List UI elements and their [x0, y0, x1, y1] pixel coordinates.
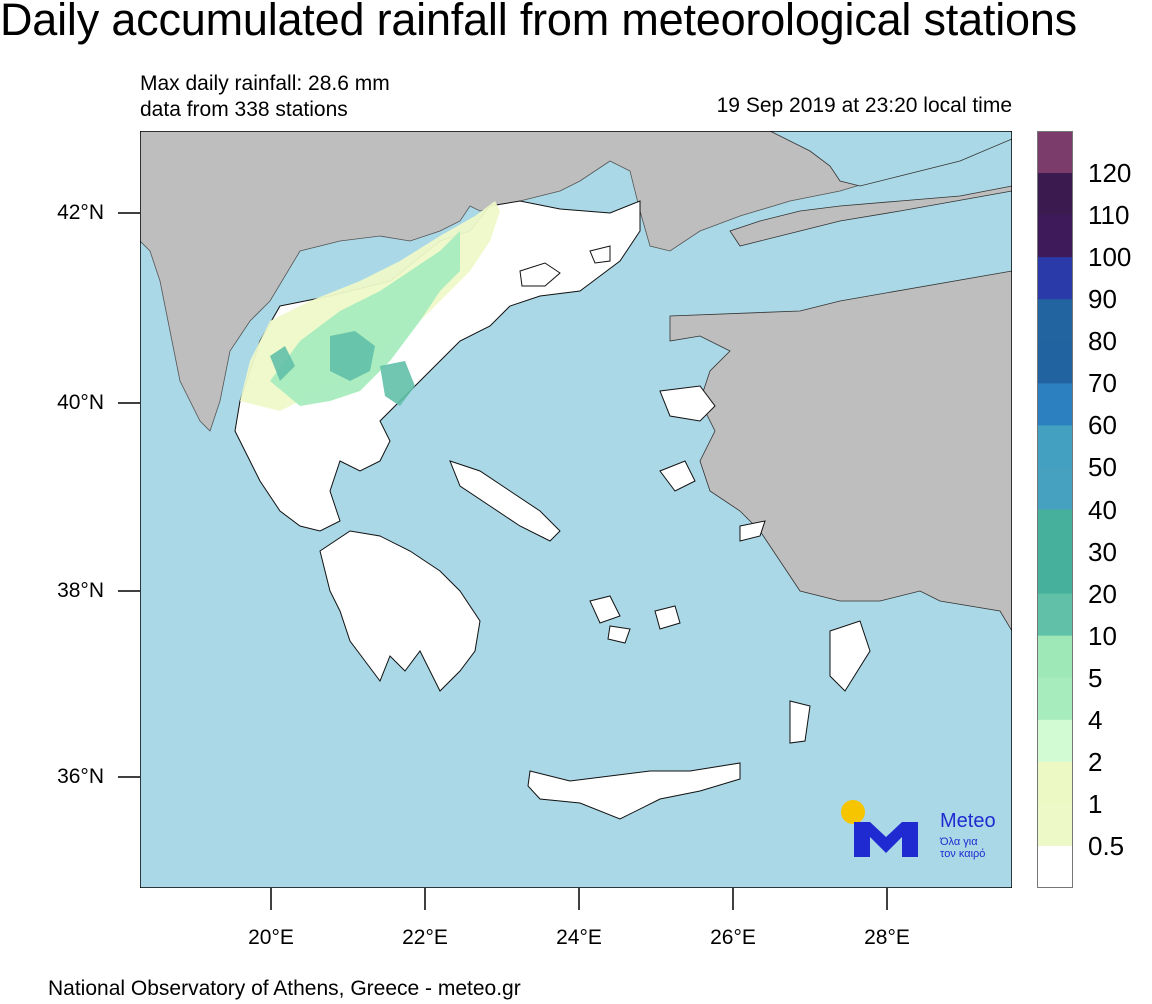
colorbar-tick-label: 100	[1088, 242, 1132, 273]
logo-sun-icon	[841, 800, 865, 824]
rainfall-10-30-zone	[270, 331, 415, 406]
rainfall-2-5-zone	[270, 231, 460, 406]
turkey-land	[669, 185, 1012, 632]
colorbar-tick-label: 70	[1088, 368, 1117, 399]
lon-label: 20°E	[248, 926, 294, 949]
meteo-logo	[841, 800, 918, 857]
balkan-land	[140, 131, 1012, 432]
colorbar-swatch	[1037, 173, 1073, 216]
lon-label: 28°E	[864, 926, 910, 949]
lat-label: 36°N	[57, 765, 104, 788]
map-title: Daily accumulated rainfall from meteorol…	[0, 0, 1077, 45]
colorbar-swatch	[1037, 257, 1073, 300]
euboea	[449, 460, 561, 542]
colorbar-tick-label: 0.5	[1088, 830, 1125, 861]
colorbar-swatch	[1037, 719, 1073, 763]
colorbar-swatch	[1037, 803, 1073, 847]
colorbar-tick-label: 4	[1088, 704, 1103, 735]
timestamp-text: 19 Sep 2019 at 23:20 local time	[716, 94, 1012, 117]
lon-label: 22°E	[402, 926, 448, 949]
colorbar-tick-label: 60	[1088, 410, 1117, 441]
colorbar-swatch	[1037, 551, 1073, 595]
colorbar-swatch	[1037, 509, 1073, 553]
colorbar-swatches	[1037, 131, 1073, 889]
footer-credit: National Observatory of Athens, Greece -…	[48, 977, 521, 1000]
lon-label: 24°E	[556, 926, 602, 949]
lat-label: 42°N	[57, 201, 104, 224]
colorbar-tick-label: 2	[1088, 746, 1103, 777]
max-rainfall-text: Max daily rainfall: 28.6 mm	[140, 72, 390, 95]
colorbar-swatch	[1037, 425, 1073, 468]
colorbar-tick-label: 80	[1088, 326, 1117, 357]
logo-slogan-line2: τον καιρό	[940, 848, 986, 860]
colorbar	[1037, 131, 1073, 889]
colorbar-tick-label: 40	[1088, 494, 1117, 525]
aegean-islands	[519, 245, 871, 744]
lat-label: 40°N	[57, 391, 104, 414]
map-canvas	[140, 131, 1012, 888]
colorbar-swatch	[1037, 215, 1073, 258]
colorbar-swatch	[1037, 677, 1073, 721]
colorbar-tick-label: 110	[1088, 200, 1130, 231]
colorbar-tick-label: 90	[1088, 284, 1117, 315]
colorbar-tick-label: 5	[1088, 662, 1103, 693]
rainfall-map	[140, 131, 1012, 888]
crete	[527, 762, 741, 820]
colorbar-swatch	[1037, 383, 1073, 426]
logo-m-icon	[854, 822, 918, 857]
colorbar-swatch	[1037, 341, 1073, 384]
colorbar-tick-label: 10	[1088, 620, 1117, 651]
colorbar-tick-label: 120	[1088, 158, 1132, 189]
colorbar-swatch	[1037, 299, 1073, 342]
logo-slogan-line1: Όλα για	[940, 836, 978, 848]
colorbar-swatch	[1037, 131, 1073, 174]
black-sea	[769, 131, 1012, 187]
colorbar-tick-label: 1	[1088, 788, 1103, 819]
logo-slogan: Όλα για τον καιρό	[940, 836, 1010, 860]
colorbar-tick-label: 30	[1088, 536, 1117, 567]
colorbar-tick-label: 50	[1088, 452, 1117, 483]
colorbar-frame	[1037, 131, 1073, 888]
colorbar-swatch	[1037, 593, 1073, 637]
peloponnese	[319, 530, 481, 692]
colorbar-swatch	[1037, 467, 1073, 510]
logo-brand-text: Meteo	[940, 810, 996, 832]
colorbar-swatch	[1037, 761, 1073, 805]
colorbar-swatch	[1037, 845, 1073, 889]
station-count-text: data from 338 stations	[140, 98, 348, 121]
colorbar-tick-label: 20	[1088, 578, 1117, 609]
colorbar-swatch	[1037, 635, 1073, 679]
lat-label: 38°N	[57, 579, 104, 602]
lon-label: 26°E	[710, 926, 756, 949]
